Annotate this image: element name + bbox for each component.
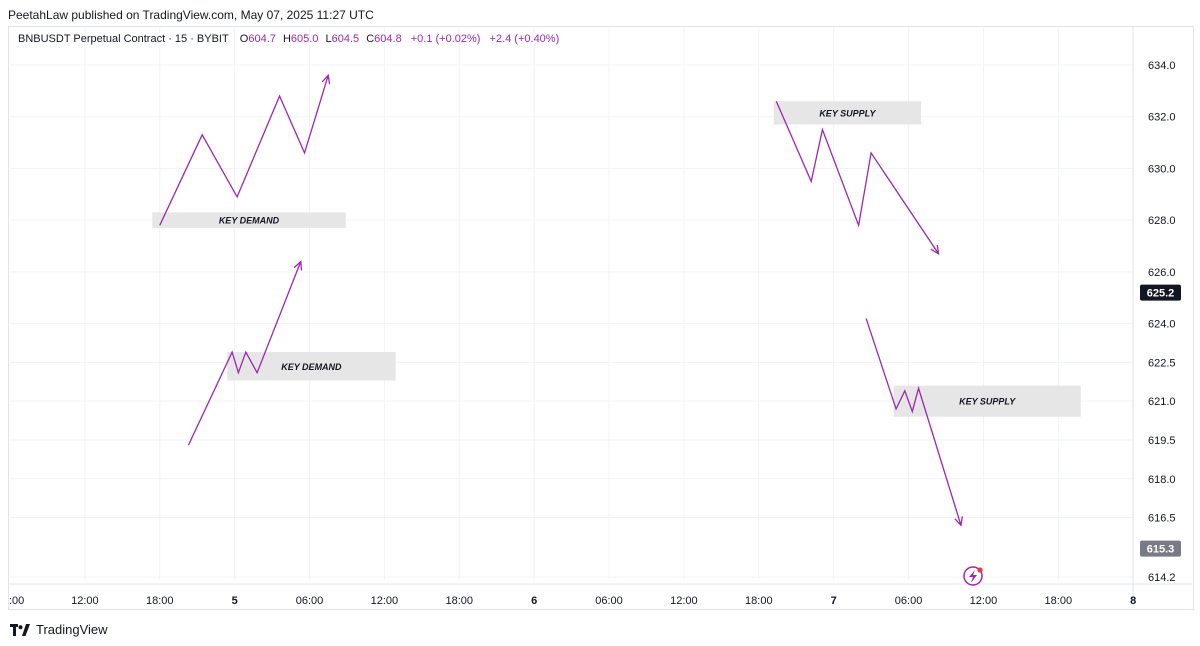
publisher-line: PeetahLaw published on TradingView.com, … <box>8 8 374 22</box>
x-tick-label: :00 <box>9 595 24 607</box>
x-tick-label: 5 <box>232 595 238 607</box>
x-tick-label: 18:00 <box>745 595 773 607</box>
y-tick-label: 621.0 <box>1148 396 1176 408</box>
close-value: 604.8 <box>374 33 402 45</box>
symbol-name[interactable]: BNBUSDT Perpetual Contract · 15 · BYBIT <box>18 33 229 45</box>
x-tick-label: 06:00 <box>595 595 623 607</box>
price-label: 625.2 <box>1147 288 1175 300</box>
zone-box <box>893 385 1081 417</box>
x-tick-label: 12:00 <box>71 595 99 607</box>
close-label: C <box>366 33 375 45</box>
zone-box <box>227 352 396 381</box>
price-label: 615.3 <box>1147 544 1175 556</box>
y-tick-label: 628.0 <box>1148 215 1176 227</box>
y-tick-label: 634.0 <box>1148 60 1176 72</box>
zone-box <box>773 101 922 125</box>
change-value: +0.1 (+0.02%) <box>410 33 481 45</box>
supply-projection-upper-arrowhead <box>930 244 940 256</box>
demand-projection-lower <box>187 261 302 446</box>
high-label: H <box>282 33 291 45</box>
y-tick-label: 616.5 <box>1148 513 1176 525</box>
y-tick-label: 614.2 <box>1148 572 1176 584</box>
demand-projection-upper <box>159 75 329 226</box>
y-tick-label: 632.0 <box>1148 112 1176 124</box>
supply-projection-lower-arrowhead <box>954 516 963 527</box>
supply-projection-upper <box>775 100 940 255</box>
chart-frame <box>8 26 1194 610</box>
y-tick-label: 622.5 <box>1148 357 1176 369</box>
zone-label: KEY DEMAND <box>281 362 342 372</box>
x-tick-label: 06:00 <box>296 595 324 607</box>
tradingview-logo-icon <box>10 623 30 636</box>
zone-label: KEY DEMAND <box>219 216 280 226</box>
x-tick-label: 7 <box>831 595 837 607</box>
x-tick-label: 12:00 <box>970 595 998 607</box>
y-tick-label: 630.0 <box>1148 163 1176 175</box>
x-tick-label: 8 <box>1130 595 1136 607</box>
flash-icon[interactable] <box>963 566 983 586</box>
demand-projection-upper-arrowhead <box>321 73 331 85</box>
tradingview-footer[interactable]: TradingView <box>10 622 108 637</box>
open-label: O <box>239 33 249 45</box>
zone-box <box>152 212 346 228</box>
x-tick-label: 6 <box>531 595 537 607</box>
zone-label: KEY SUPPLY <box>819 108 876 118</box>
supply-projection-lower <box>865 318 962 526</box>
change-value-2: +2.4 (+0.40%) <box>489 33 560 45</box>
symbol-legend[interactable]: BNBUSDT Perpetual Contract · 15 · BYBIT … <box>18 33 559 45</box>
y-tick-label: 619.5 <box>1148 435 1176 447</box>
x-tick-label: 12:00 <box>371 595 399 607</box>
high-value: 605.0 <box>290 33 319 45</box>
y-tick-label: 618.0 <box>1148 474 1176 486</box>
price-label-box <box>1140 540 1181 557</box>
x-tick-label: 18:00 <box>146 595 174 607</box>
low-value: 604.5 <box>331 33 360 45</box>
low-label: L <box>325 33 332 45</box>
zone-label: KEY SUPPLY <box>959 397 1016 407</box>
y-tick-label: 626.0 <box>1148 267 1176 279</box>
tradingview-brand: TradingView <box>36 622 108 637</box>
x-tick-label: 12:00 <box>670 595 698 607</box>
x-tick-label: 06:00 <box>895 595 923 607</box>
open-value: 604.7 <box>248 33 276 45</box>
demand-projection-lower-arrowhead <box>293 260 303 271</box>
y-tick-label: 624.0 <box>1148 319 1176 331</box>
x-tick-label: 18:00 <box>1045 595 1073 607</box>
price-label-box <box>1140 284 1181 301</box>
x-tick-label: 18:00 <box>446 595 474 607</box>
